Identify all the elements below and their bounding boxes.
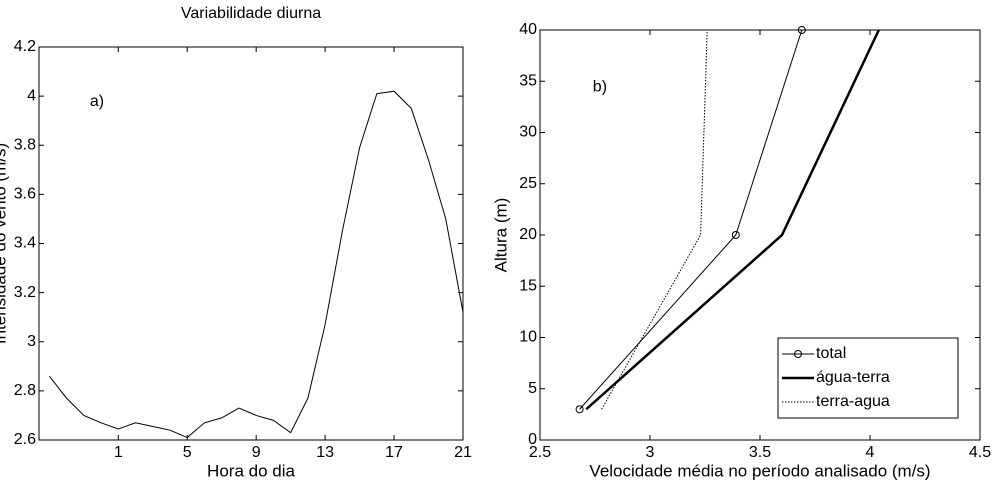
- y-tick-label: 0: [528, 431, 537, 448]
- y-tick-label: 3.8: [14, 136, 36, 153]
- y-tick-label: 4.2: [14, 38, 36, 55]
- legend-label: água-terra: [816, 369, 890, 386]
- x-tick-label: 13: [316, 444, 334, 461]
- y-axis-label: Altura (m): [491, 198, 510, 273]
- data-point: [731, 231, 740, 239]
- y-axis-label: Intensidade do vento (m/s): [0, 143, 9, 344]
- x-tick-label: 17: [385, 444, 403, 461]
- y-tick-label: 40: [519, 21, 537, 38]
- y-tick-label: 30: [519, 124, 537, 141]
- y-tick-label: 10: [519, 329, 537, 346]
- y-tick-label: 3: [27, 333, 36, 350]
- data-line: [48, 90, 464, 439]
- x-axis-label: Hora do dia: [207, 461, 295, 480]
- y-tick-label: 2.6: [14, 431, 36, 448]
- annotation: a): [90, 93, 104, 110]
- data-point: [575, 405, 584, 414]
- y-tick-label: 2.8: [14, 382, 36, 399]
- y-tick-label: 5: [528, 380, 537, 397]
- annotation: b): [593, 79, 607, 96]
- data-line: [601, 29, 708, 410]
- x-tick-label: 3.5: [749, 444, 771, 461]
- legend-label: total: [816, 345, 846, 362]
- data-line: [585, 29, 880, 411]
- y-tick-label: 3.4: [14, 235, 36, 252]
- x-tick-label: 3: [646, 444, 655, 461]
- x-tick-label: 4.5: [969, 444, 991, 461]
- x-tick-label: 21: [454, 444, 472, 461]
- legend-marker: [794, 350, 802, 358]
- chart-title: Variabilidade diurna: [181, 5, 321, 22]
- x-tick-label: 2.5: [529, 444, 551, 461]
- x-tick-label: 4: [866, 444, 875, 461]
- legend-label: terra-agua: [816, 393, 890, 410]
- y-tick-label: 3.2: [14, 284, 36, 301]
- x-tick-label: 5: [183, 444, 192, 461]
- y-tick-label: 20: [519, 226, 537, 243]
- x-tick-label: 1: [114, 444, 123, 461]
- data-line: [579, 29, 803, 410]
- x-axis-label: Velocidade média no período analisado (m…: [589, 461, 930, 480]
- y-tick-label: 15: [519, 277, 537, 294]
- y-tick-label: 4: [27, 87, 36, 104]
- x-tick-label: 9: [252, 444, 261, 461]
- y-tick-label: 3.6: [14, 186, 36, 203]
- data-point: [797, 26, 806, 34]
- y-tick-label: 35: [519, 72, 537, 89]
- y-tick-label: 25: [519, 175, 537, 192]
